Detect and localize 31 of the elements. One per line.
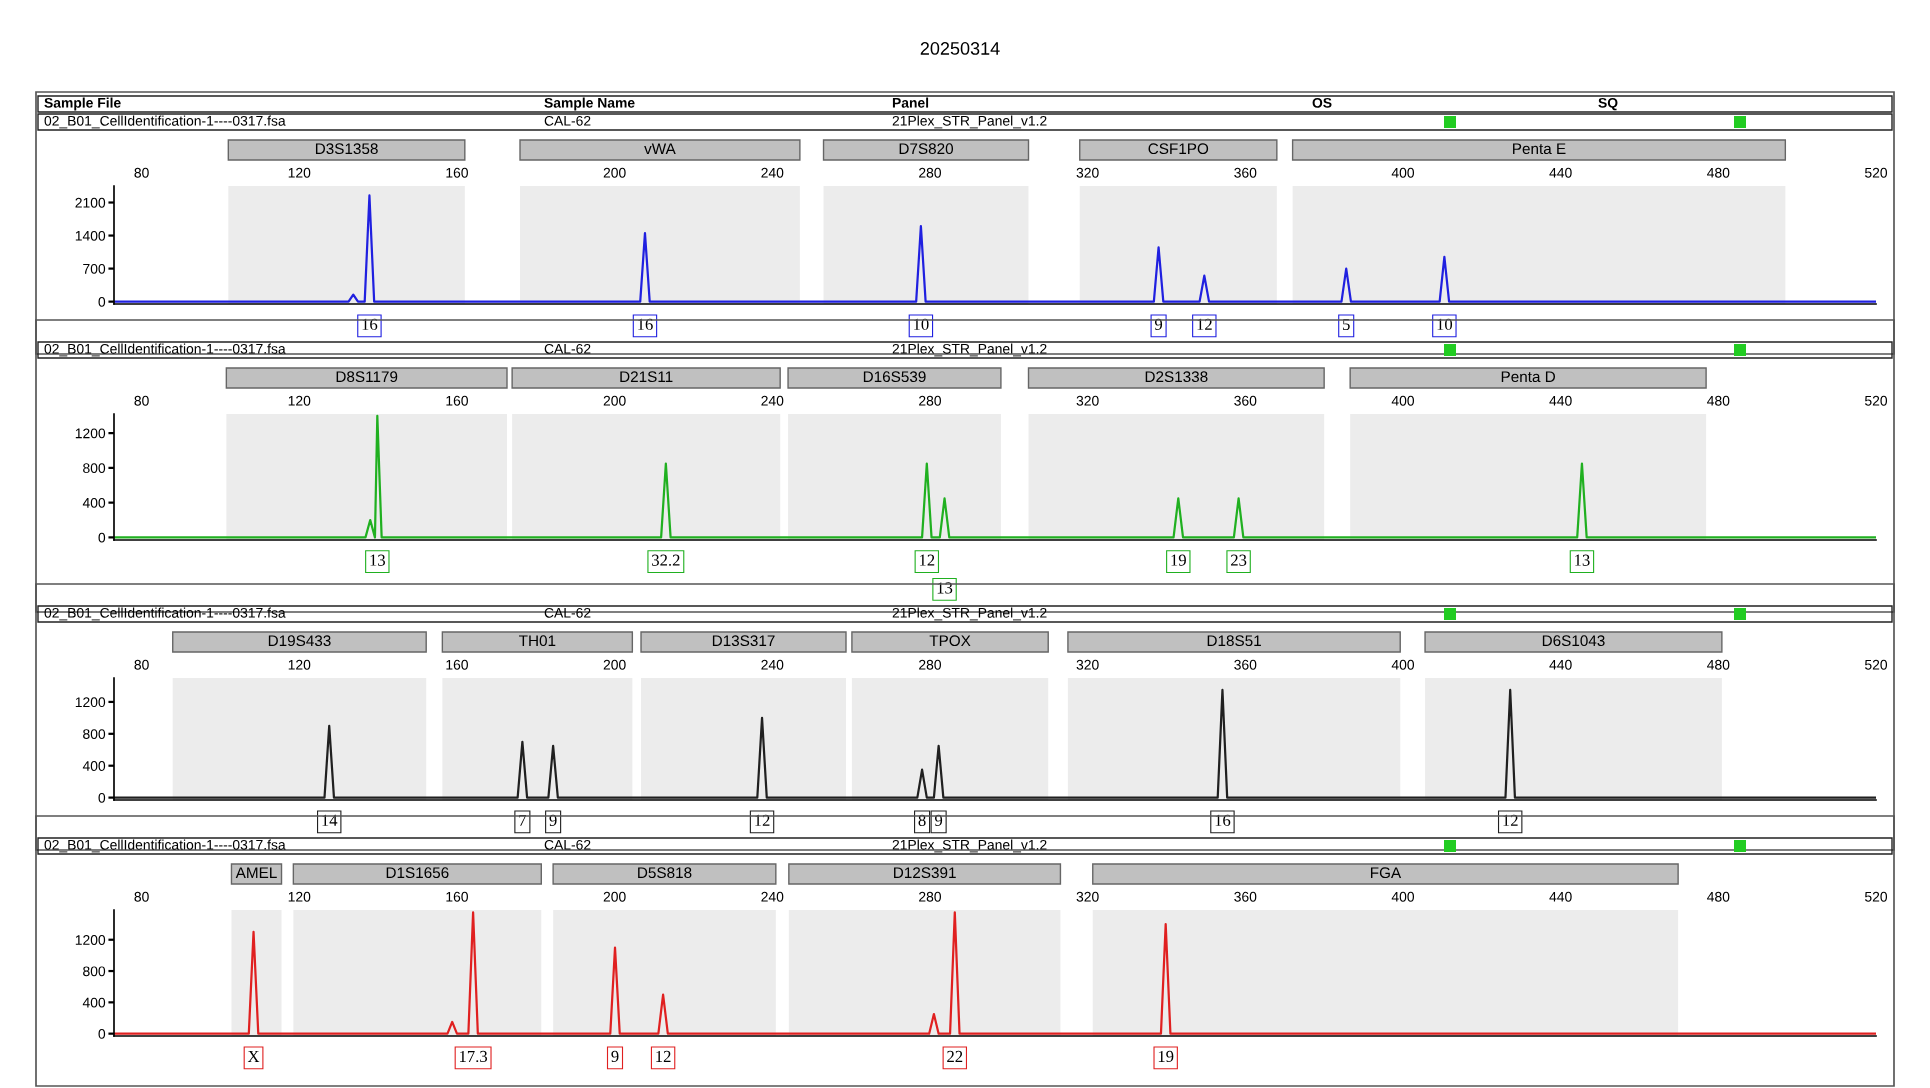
annotation: 13 bbox=[370, 554, 385, 566]
annotation: 9 bbox=[549, 814, 557, 826]
annotation: 12 bbox=[1197, 318, 1212, 330]
annotation: 5 bbox=[1343, 318, 1350, 331]
annotation: 9 bbox=[935, 814, 943, 826]
annotation: 13 bbox=[937, 582, 953, 594]
annotation: 22 bbox=[947, 1050, 963, 1062]
annotation: 10 bbox=[914, 318, 929, 331]
annotation: 16 bbox=[1215, 814, 1231, 826]
annotation: X bbox=[247, 1050, 260, 1062]
annotation: 12 bbox=[755, 814, 770, 826]
annotation: 17.3 bbox=[459, 1050, 488, 1063]
annotation: 8 bbox=[918, 814, 926, 826]
annotation: 12 bbox=[656, 1050, 671, 1062]
annotation: 10 bbox=[1437, 318, 1453, 331]
annotation: 16 bbox=[638, 318, 653, 331]
annotation: 9 bbox=[611, 1050, 619, 1063]
annotation: 14 bbox=[322, 814, 338, 826]
annotation: 9 bbox=[1154, 318, 1163, 331]
annotation: 13 bbox=[1575, 554, 1590, 566]
line-series bbox=[114, 911, 1876, 1035]
line-series bbox=[114, 414, 1876, 539]
annotation: 19 bbox=[1171, 554, 1186, 566]
annotation: 7 bbox=[519, 814, 527, 826]
annotation: 32.2 bbox=[652, 554, 680, 566]
annotation: 12 bbox=[1503, 814, 1518, 826]
annotation: 19 bbox=[1158, 1050, 1174, 1063]
annotation: 23 bbox=[1231, 554, 1247, 566]
annotation: 12 bbox=[919, 554, 935, 566]
chart-title: 20250314 bbox=[920, 42, 1000, 55]
annotation: 16 bbox=[362, 318, 378, 331]
